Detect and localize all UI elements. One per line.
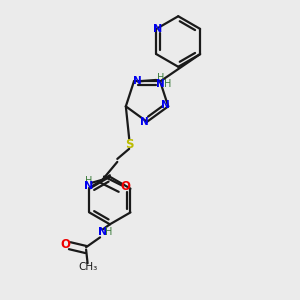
Text: N: N — [161, 100, 170, 110]
Text: H: H — [105, 227, 113, 237]
Text: H: H — [85, 176, 93, 186]
Text: N: N — [84, 181, 94, 191]
Text: H: H — [164, 79, 172, 88]
Text: N: N — [153, 24, 163, 34]
Text: S: S — [125, 138, 134, 151]
Text: N: N — [98, 227, 107, 237]
Text: O: O — [121, 180, 130, 194]
Text: N: N — [133, 76, 141, 86]
Text: N: N — [156, 79, 165, 88]
Text: H: H — [157, 73, 164, 82]
Text: N: N — [140, 117, 148, 128]
Text: CH₃: CH₃ — [78, 262, 97, 272]
Text: O: O — [60, 238, 70, 251]
